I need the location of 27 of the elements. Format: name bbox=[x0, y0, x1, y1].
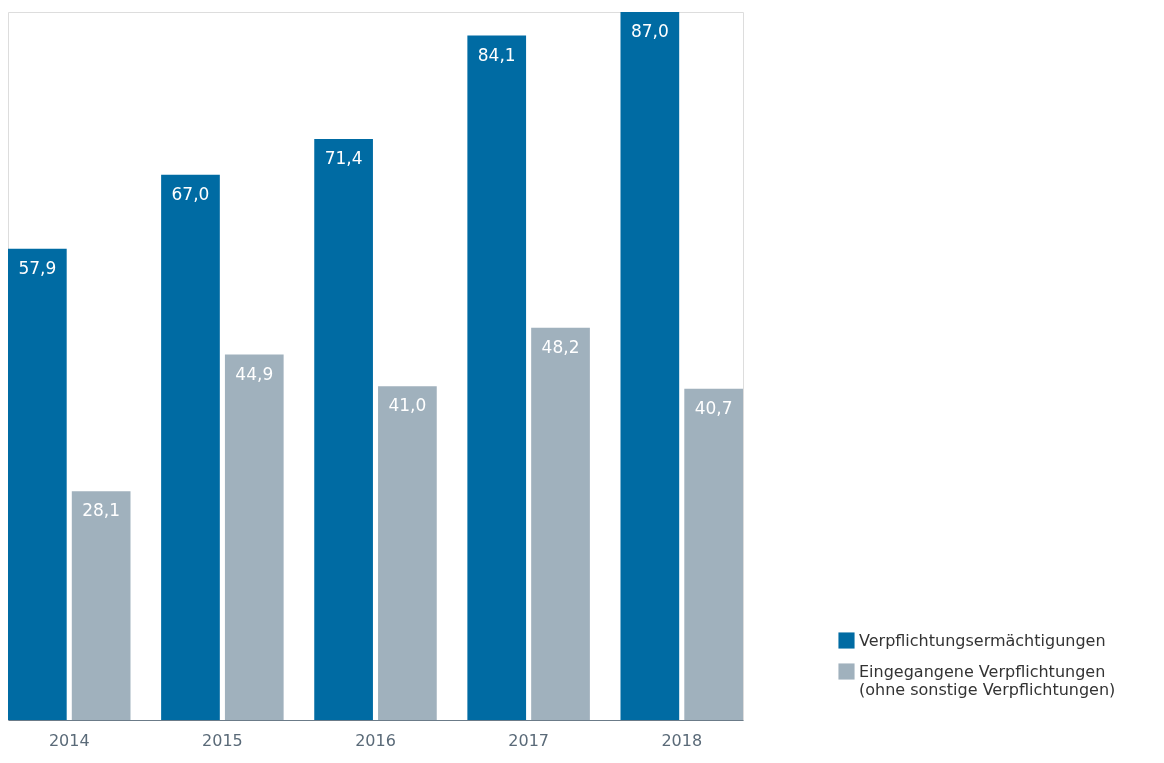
bar bbox=[8, 248, 67, 720]
x-tick-label: 2016 bbox=[355, 730, 396, 750]
bar bbox=[314, 138, 373, 720]
bar bbox=[467, 35, 527, 720]
legend-label: Eingegangene Verpflichtungen (ohne sonstige Verpflichtungen) bbox=[859, 661, 1116, 699]
data-label: 87,0 bbox=[630, 21, 669, 41]
bar bbox=[71, 491, 131, 720]
data-label: 71,4 bbox=[324, 147, 363, 168]
data-label: 57,9 bbox=[18, 257, 57, 278]
legend-label: Verpflichtungsermächtigungen bbox=[859, 630, 1106, 650]
bar bbox=[531, 327, 590, 720]
bar bbox=[620, 12, 680, 720]
data-label: 84,1 bbox=[477, 44, 516, 65]
data-label: 44,9 bbox=[235, 363, 274, 384]
x-tick-label: 2015 bbox=[202, 730, 243, 750]
data-label: 67,0 bbox=[171, 183, 210, 204]
x-tick-label: 2014 bbox=[48, 730, 90, 750]
bar bbox=[684, 388, 743, 720]
data-label: 48,2 bbox=[541, 336, 580, 357]
bar bbox=[224, 354, 284, 720]
x-tick-label: 2017 bbox=[508, 730, 549, 750]
data-label: 40,7 bbox=[694, 397, 733, 418]
bar bbox=[378, 386, 437, 720]
x-tick-label: 2018 bbox=[661, 730, 703, 750]
bar bbox=[161, 174, 220, 720]
data-label: 41,0 bbox=[388, 395, 427, 416]
data-label: 28,1 bbox=[82, 500, 121, 521]
